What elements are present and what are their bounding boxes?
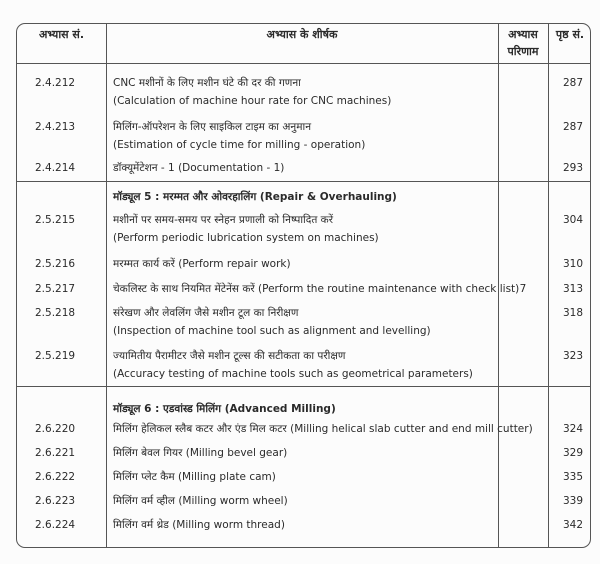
exercise-number: 2.4.212: [35, 77, 76, 89]
exercise-title-hindi: डॉक्यूमेंटेशन - 1 (Documentation - 1): [113, 162, 285, 174]
section-divider: [17, 181, 590, 182]
exercise-number: 2.6.222: [35, 471, 76, 483]
page-number: 318: [562, 307, 583, 319]
exercise-title-english: (Perform periodic lubrication system on …: [113, 232, 379, 244]
exercise-number: 2.5.219: [35, 350, 76, 362]
exercise-title-hindi: मिलिंग प्लेट कैम (Milling plate cam): [113, 471, 276, 483]
module-heading: मॉड्यूल 6 : एडवांस्ड मिलिंग (Advanced Mi…: [113, 403, 336, 415]
exercise-title-hindi: मिलिंग-ऑपरेशन के लिए साइकिल टाइम का अनुम…: [113, 121, 312, 133]
exercise-title-hindi: मशीनों पर समय-समय पर स्नेहन प्रणाली को न…: [113, 214, 334, 226]
page-number: 287: [562, 77, 583, 89]
column-divider: [548, 24, 549, 547]
page-number: 293: [562, 162, 583, 174]
exercise-number: 2.4.213: [35, 121, 76, 133]
page-number: 313: [562, 283, 583, 295]
exercise-title-hindi: मरम्मत कार्य करें (Perform repair work): [113, 258, 291, 270]
exercise-title-hindi: मिलिंग हेलिकल स्लैब कटर और एंड मिल कटर (…: [113, 423, 533, 435]
page-number: 342: [562, 519, 583, 531]
page-number: 287: [562, 121, 583, 133]
contents-table: अभ्यास सं. अभ्यास के शीर्षक अभ्यास परिणा…: [16, 23, 591, 548]
exercise-title-hindi: CNC मशीनों के लिए मशीन घंटे की दर की गणन…: [113, 77, 301, 89]
header-page: पृष्ठ सं.: [555, 28, 585, 41]
header-outcome-line1: अभ्यास: [508, 28, 538, 41]
exercise-number: 2.6.224: [35, 519, 76, 531]
exercise-number: 2.6.221: [35, 447, 76, 459]
exercise-title-english: (Accuracy testing of machine tools such …: [113, 368, 473, 380]
header-number: अभ्यास सं.: [38, 28, 85, 41]
exercise-title-english: (Calculation of machine hour rate for CN…: [113, 95, 392, 107]
column-divider: [498, 24, 499, 547]
column-divider: [106, 24, 107, 547]
exercise-number: 2.5.217: [35, 283, 76, 295]
exercise-title-hindi: संरेखण और लेवलिंग जैसे मशीन टूल का निरीक…: [113, 307, 299, 319]
page-number: 329: [562, 447, 583, 459]
exercise-title-hindi: मिलिंग वर्म व्हील (Milling worm wheel): [113, 495, 288, 507]
exercise-title-hindi: ज्यामितीय पैरामीटर जैसे मशीन टूल्स की सट…: [113, 350, 346, 362]
header-outcome-line2: परिणाम: [507, 45, 539, 58]
exercise-number: 2.4.214: [35, 162, 76, 174]
section-divider: [17, 386, 590, 387]
exercise-number: 2.6.223: [35, 495, 76, 507]
header-title: अभ्यास के शीर्षक: [266, 28, 338, 41]
page-number: 324: [562, 423, 583, 435]
exercise-number: 2.5.216: [35, 258, 76, 270]
exercise-title-hindi: चेकलिस्ट के साथ नियमित मेंटेनेंस करें (P…: [113, 283, 520, 295]
module-heading: मॉड्यूल 5 : मरम्मत और ओवरहालिंग (Repair …: [113, 191, 397, 203]
exercise-number: 2.5.215: [35, 214, 76, 226]
page-number: 304: [562, 214, 583, 226]
exercise-outcome: 7: [519, 283, 527, 295]
exercise-number: 2.6.220: [35, 423, 76, 435]
exercise-title-hindi: मिलिंग वर्म थ्रेड (Milling worm thread): [113, 519, 285, 531]
page-number: 310: [562, 258, 583, 270]
header-divider: [17, 63, 590, 64]
exercise-title-english: (Inspection of machine tool such as alig…: [113, 325, 431, 337]
exercise-title-english: (Estimation of cycle time for milling - …: [113, 139, 366, 151]
page-number: 323: [562, 350, 583, 362]
exercise-title-hindi: मिलिंग बेवल गियर (Milling bevel gear): [113, 447, 288, 459]
page-number: 339: [562, 495, 583, 507]
exercise-number: 2.5.218: [35, 307, 76, 319]
page-number: 335: [562, 471, 583, 483]
